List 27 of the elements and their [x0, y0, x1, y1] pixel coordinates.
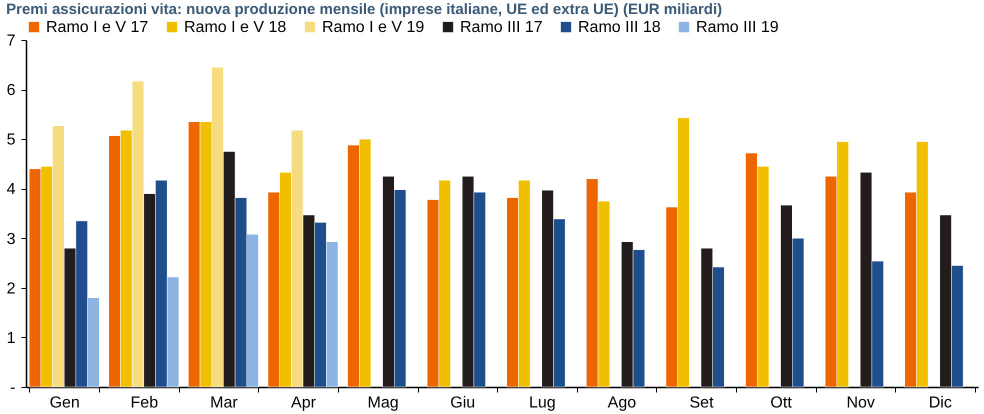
y-tick-label: 7 — [6, 32, 16, 50]
chart-title: Premi assicurazioni vita: nuova produzione mensile (imprese italiane, UE ed extra UE) (EUR miliardi) — [6, 1, 722, 18]
legend-label: Ramo I e V 19 — [322, 19, 424, 36]
legend-label: Ramo I e V 17 — [46, 19, 148, 36]
x-tick-label: Mar — [210, 394, 238, 412]
y-tick-label: 3 — [6, 230, 16, 248]
y-tick-label: - — [10, 380, 16, 396]
x-tick-label: Nov — [846, 394, 875, 412]
y-tick-label: 5 — [6, 132, 16, 149]
legend-label: Ramo III 17 — [460, 19, 543, 36]
y-tick-label: 6 — [6, 82, 16, 100]
x-tick-label: Gen — [50, 394, 80, 412]
x-tick-label: Apr — [291, 394, 317, 412]
x-tick-label: Mag — [368, 394, 399, 412]
y-tick-label: 2 — [6, 280, 16, 298]
legend-label: Ramo I e V 18 — [184, 19, 286, 36]
x-tick-label: Dic — [928, 394, 952, 412]
x-tick-label: Ago — [608, 394, 636, 412]
x-tick-label: Feb — [130, 394, 158, 412]
y-tick-label: 1 — [6, 330, 16, 347]
y-tick-label: 4 — [6, 181, 16, 198]
x-tick-label: Ott — [770, 394, 792, 412]
legend-label: Ramo III 18 — [578, 19, 661, 36]
x-tick-label: Giu — [450, 394, 476, 412]
legend-label: Ramo III 19 — [696, 19, 779, 36]
x-tick-label: Set — [689, 394, 714, 412]
x-tick-label: Lug — [528, 394, 556, 412]
